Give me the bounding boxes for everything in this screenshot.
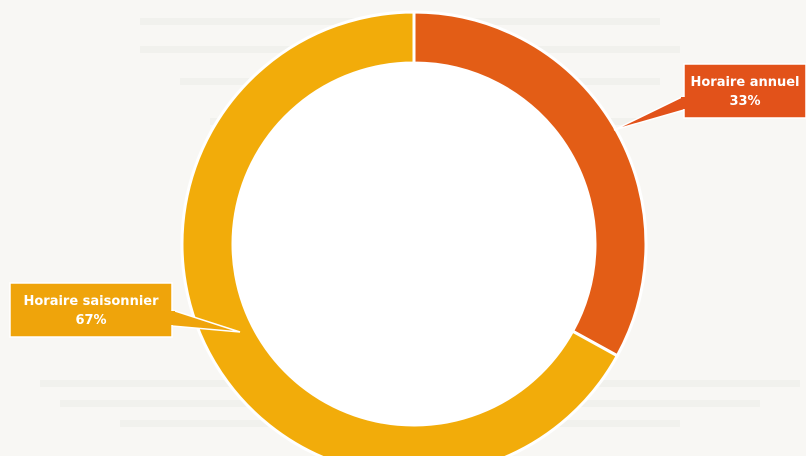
callout-label: Horaire annuel: [690, 75, 799, 90]
donut-hole: [234, 64, 594, 424]
callout-label: Horaire saisonnier: [23, 294, 159, 309]
callout-seam: [681, 97, 686, 109]
callout-box: [683, 63, 806, 119]
donut-slices: [180, 10, 648, 456]
callout-box: [9, 282, 173, 338]
callout-value: 67%: [75, 313, 106, 328]
donut-slice: [180, 10, 620, 456]
slice-callouts: Horaire annuel 33% Horaire saisonnier 67%: [9, 63, 806, 338]
slice-callout: Horaire annuel 33%: [613, 63, 806, 131]
slice-callout: Horaire saisonnier 67%: [9, 282, 241, 338]
callout-pointer: [613, 94, 685, 131]
callout-value: 33%: [729, 94, 760, 109]
callout-seam: [170, 311, 175, 325]
